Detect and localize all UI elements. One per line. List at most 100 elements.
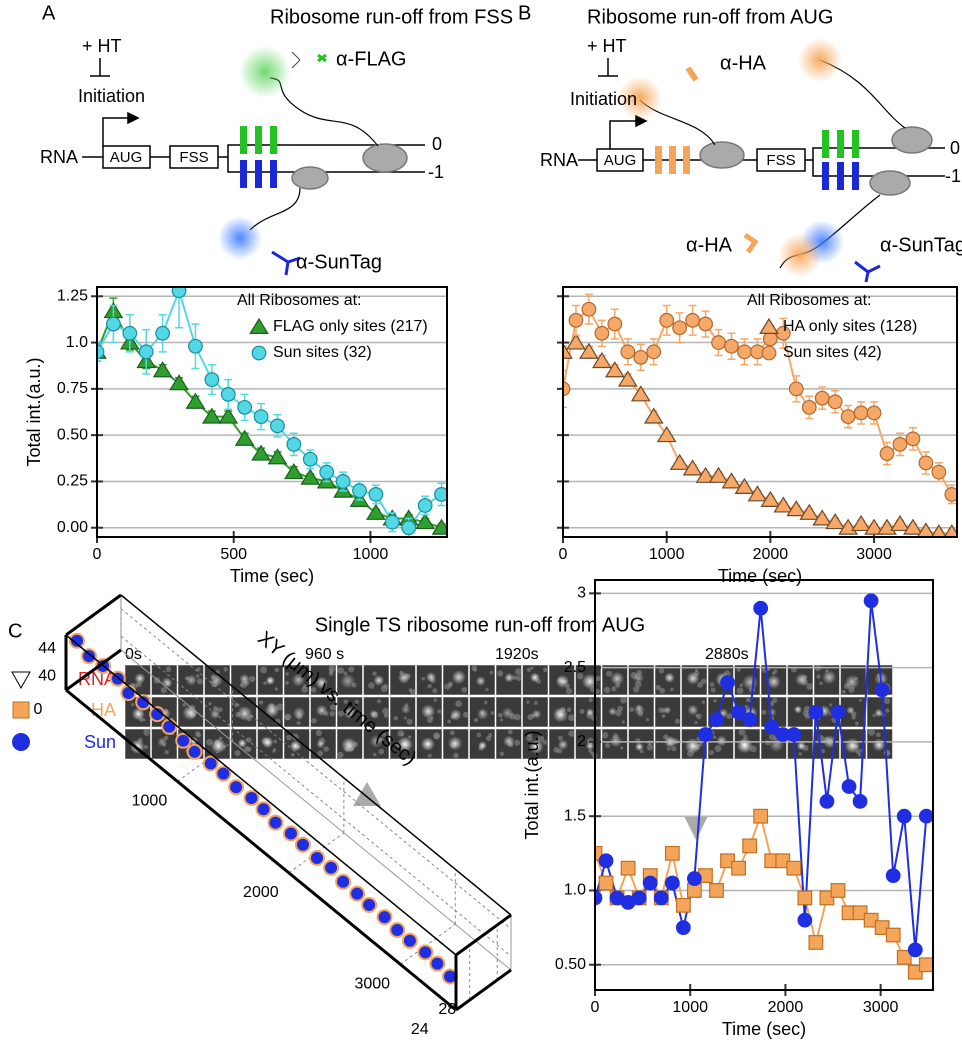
z-tick-label: 24: [411, 1021, 429, 1038]
film-noise: [500, 718, 504, 722]
film-noise: [645, 718, 650, 722]
film-noise: [455, 700, 462, 708]
film-noise: [259, 700, 264, 705]
film-noise: [708, 750, 714, 756]
panel-label: B: [518, 2, 531, 24]
marker: [598, 853, 614, 869]
point: [69, 632, 85, 649]
film-noise: [274, 687, 279, 691]
film-noise: [875, 732, 881, 738]
y-tick-label: 0.75: [57, 380, 88, 397]
marker: [931, 464, 947, 480]
x-axis-title: Time (sec): [718, 566, 802, 586]
film-spot: [420, 737, 435, 752]
marker: [808, 935, 824, 950]
film-noise: [372, 752, 377, 757]
y-tick-label: 0.50: [57, 426, 88, 443]
box-edge: [120, 649, 512, 971]
film-spot: [265, 676, 275, 686]
film-noise: [738, 728, 746, 736]
point: [389, 922, 406, 939]
marker: [708, 466, 729, 483]
point: [417, 944, 434, 961]
film-noise: [655, 684, 662, 691]
film-spot: [530, 672, 540, 683]
film-noise: [303, 684, 308, 689]
marker: [171, 287, 187, 299]
box-edge: [455, 913, 512, 957]
film-noise: [427, 683, 432, 689]
film-spot: [373, 674, 385, 686]
film-noise: [527, 714, 534, 721]
marker: [664, 875, 680, 891]
marker: [734, 477, 755, 494]
marker: [185, 392, 206, 409]
film-noise: [143, 729, 150, 736]
marker: [819, 793, 835, 809]
y-tick-label: 1.0: [66, 334, 88, 351]
marker: [579, 342, 599, 359]
film-noise: [714, 745, 722, 752]
marker: [760, 490, 781, 507]
rna-label: RNA: [40, 147, 78, 167]
film-noise: [453, 752, 459, 759]
marker: [903, 518, 923, 535]
error-bar: [97, 341, 101, 362]
film-spot: [397, 671, 410, 684]
film-noise: [476, 732, 482, 738]
film-spot: [239, 673, 250, 685]
y-tick-label: 40: [38, 667, 56, 684]
plot: [595, 593, 933, 980]
point: [401, 932, 418, 949]
error-bar: [563, 369, 567, 409]
marker: [617, 370, 638, 387]
film-spot: [872, 738, 886, 752]
film-noise: [244, 746, 250, 752]
marker: [916, 522, 935, 537]
film-spot: [501, 707, 514, 719]
film-noise: [542, 740, 548, 745]
panel-title: Single TS ribosome run-off from AUG: [315, 614, 646, 636]
marker: [434, 487, 447, 502]
marker: [563, 342, 573, 359]
film-noise: [474, 717, 479, 723]
point: [186, 743, 203, 760]
film-noise: [819, 681, 823, 686]
time-arrow: [684, 816, 708, 840]
marker: [251, 345, 267, 361]
film-noise: [806, 683, 814, 690]
film-spot: [581, 673, 598, 690]
film-noise: [499, 751, 505, 757]
film-noise: [427, 753, 432, 758]
film-spot: [477, 708, 489, 720]
film-noise: [323, 746, 329, 752]
marker: [415, 513, 435, 530]
film-noise: [432, 688, 438, 694]
film-spot: [822, 670, 837, 685]
marker: [737, 344, 752, 360]
marker: [775, 853, 791, 869]
frame-label: -1: [945, 166, 961, 186]
film-spot: [844, 737, 861, 754]
film-spot: [767, 707, 777, 717]
film-noise: [248, 675, 256, 683]
film-noise: [471, 665, 477, 671]
film-noise: [421, 676, 426, 681]
film-noise: [433, 698, 438, 702]
sun-symbol: [12, 733, 30, 751]
film-spot: [608, 707, 617, 716]
marker: [825, 513, 846, 530]
film-noise: [234, 702, 239, 708]
marker: [138, 344, 154, 360]
marker: [620, 344, 636, 360]
plot: [97, 287, 447, 537]
film-noise: [406, 718, 413, 725]
marker: [653, 890, 669, 906]
film-spot: [766, 674, 781, 689]
frame-label: 0: [432, 134, 442, 154]
film-spot: [846, 706, 855, 715]
marker: [864, 518, 884, 535]
film-noise: [393, 716, 398, 721]
marker: [879, 446, 895, 462]
film-spot: [686, 671, 700, 685]
